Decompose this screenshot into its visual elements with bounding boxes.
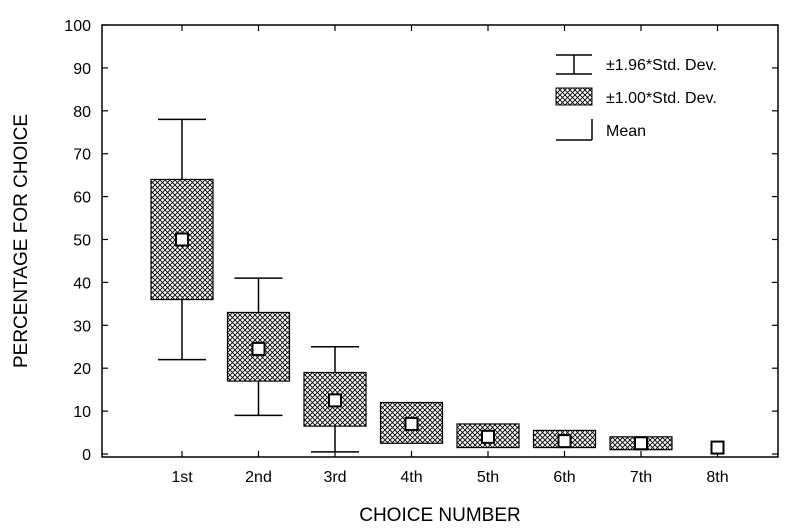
x-tick-label: 1st: [171, 469, 193, 486]
box-group-3rd: [303, 346, 367, 453]
x-tick-label: 6th: [553, 469, 575, 486]
box-group-7th: [609, 436, 673, 451]
box-group-8th: [710, 440, 725, 455]
box-group-6th: [532, 429, 597, 449]
mean-marker: [481, 429, 495, 444]
box-group-4th: [379, 401, 444, 444]
mean-marker: [634, 436, 648, 451]
mean-marker: [404, 416, 419, 431]
legend-label-box: ±1.00*Std. Dev.: [606, 90, 717, 107]
x-axis-title: CHOICE NUMBER: [359, 505, 521, 526]
y-tick-label: 40: [73, 275, 91, 292]
x-tick-label: 8th: [706, 469, 728, 486]
legend-whisker-symbol: [556, 54, 592, 75]
mean-marker: [557, 434, 572, 449]
mean-marker: [251, 341, 266, 356]
plot-frame: [101, 24, 779, 458]
y-tick-label: 100: [64, 18, 91, 35]
y-tick-label: 30: [73, 318, 91, 335]
y-tick-label: 10: [73, 404, 91, 421]
legend-label-mean: Mean: [606, 123, 646, 140]
x-tick-label: 4th: [400, 469, 422, 486]
box-series: [150, 118, 725, 455]
mean-marker: [175, 232, 189, 247]
legend-box-symbol: [555, 87, 593, 106]
y-tick-label: 50: [73, 233, 91, 250]
legend-label-whisker: ±1.96*Std. Dev.: [606, 57, 717, 74]
legend-mean-symbol: [556, 119, 593, 141]
y-tick-label: 60: [73, 190, 91, 207]
mean-marker: [328, 393, 342, 408]
y-axis: 0 10 20 30 40 50 60 70 80 90 100: [64, 18, 778, 464]
x-tick-label: 5th: [477, 469, 499, 486]
y-tick-label: 80: [73, 104, 91, 121]
x-axis: 1st 2nd 3rd 4th 5th 6th 7th 8th: [171, 25, 729, 486]
y-tick-label: 0: [82, 447, 91, 464]
box-group-1st: [150, 118, 214, 361]
y-tick-label: 90: [73, 61, 91, 78]
y-tick-label: 20: [73, 361, 91, 378]
x-tick-label: 7th: [630, 469, 652, 486]
sd-box: [150, 178, 214, 301]
legend: ±1.96*Std. Dev. ±1.00*Std. Dev. Mean: [555, 54, 717, 141]
y-tick-label: 70: [73, 147, 91, 164]
x-tick-label: 3rd: [323, 469, 346, 486]
y-axis-title: PERCENTAGE FOR CHOICE: [11, 114, 32, 368]
box-group-5th: [456, 423, 520, 449]
mean-marker: [710, 440, 725, 455]
x-tick-label: 2nd: [245, 469, 272, 486]
box-group-2nd: [226, 277, 291, 417]
